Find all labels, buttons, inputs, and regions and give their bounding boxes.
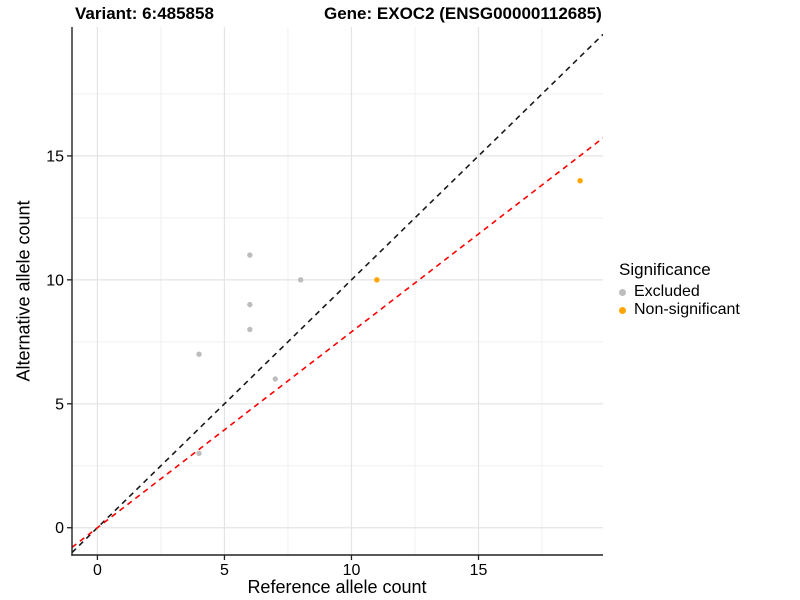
legend-item-excluded: Excluded	[619, 283, 740, 301]
gene-title: Gene: EXOC2 (ENSG00000112685)	[324, 4, 602, 23]
significance-legend: Significance Excluded Non-significant	[619, 260, 740, 319]
point-excluded	[196, 450, 202, 457]
legend-item-non-significant: Non-significant	[619, 301, 740, 319]
x-tick-label: 5	[220, 562, 229, 579]
legend-item-label: Non-significant	[634, 301, 740, 318]
point-non-significant	[577, 177, 583, 184]
identity-line	[72, 33, 603, 554]
variant-title: Variant: 6:485858	[75, 4, 214, 23]
non-significant-dot-icon	[619, 306, 626, 314]
point-excluded	[297, 277, 304, 283]
legend-item-label: Excluded	[634, 283, 700, 300]
legend-title: Significance	[619, 260, 711, 279]
x-tick-label: 15	[470, 562, 488, 579]
y-tick-label: 0	[55, 520, 64, 537]
x-tick-label: 0	[93, 562, 102, 579]
fit-line	[72, 137, 603, 548]
point-excluded	[247, 326, 253, 333]
y-axis-title: Alternative allele count	[13, 200, 34, 382]
point-excluded	[247, 301, 253, 308]
x-tick-label: 10	[343, 562, 361, 579]
excluded-dot-icon	[619, 288, 626, 296]
y-tick-label: 15	[46, 148, 64, 165]
y-tick-label: 5	[55, 396, 64, 413]
point-excluded	[247, 252, 253, 258]
x-axis-title: Reference allele count	[247, 577, 427, 597]
point-excluded	[272, 376, 278, 382]
y-tick-label: 10	[46, 272, 64, 289]
point-excluded	[196, 351, 202, 357]
point-non-significant	[374, 277, 380, 283]
